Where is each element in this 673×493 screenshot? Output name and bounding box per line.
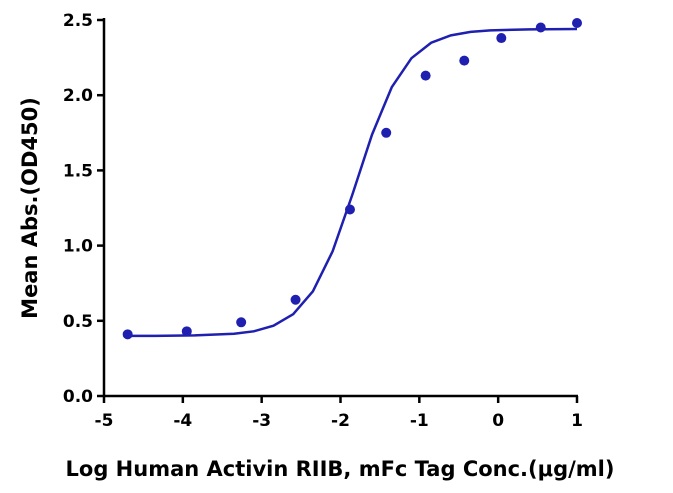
data-point — [496, 33, 507, 44]
y-axis-title: Mean Abs.(OD450) — [18, 97, 42, 319]
y-tick-label: 2.5 — [63, 11, 93, 31]
x-tick-label: 1 — [571, 411, 583, 431]
x-tick-label: -1 — [410, 411, 429, 431]
x-axis-title: Log Human Activin RIIB, mFc Tag Conc.(μg… — [66, 457, 615, 481]
x-tick-label: 0 — [492, 411, 504, 431]
data-point — [236, 317, 247, 328]
y-tick-label: 1.0 — [63, 237, 93, 257]
data-point — [381, 127, 392, 138]
x-tick-label: -5 — [95, 411, 114, 431]
data-point — [344, 204, 355, 215]
data-point — [459, 55, 470, 66]
y-tick-label: 0.0 — [63, 387, 93, 407]
fit-curve — [127, 27, 578, 338]
data-point — [290, 294, 301, 305]
data-point — [420, 70, 431, 81]
y-tick-label: 1.5 — [63, 161, 93, 181]
y-tick-label: 0.5 — [63, 312, 93, 332]
data-point — [535, 22, 546, 33]
y-tick-label: 2.0 — [63, 86, 93, 106]
data-point — [181, 326, 192, 337]
data-point — [572, 18, 582, 29]
x-tick-label: -4 — [173, 411, 192, 431]
x-tick-label: -2 — [331, 411, 350, 431]
data-point — [122, 329, 133, 340]
x-tick-label: -3 — [252, 411, 271, 431]
